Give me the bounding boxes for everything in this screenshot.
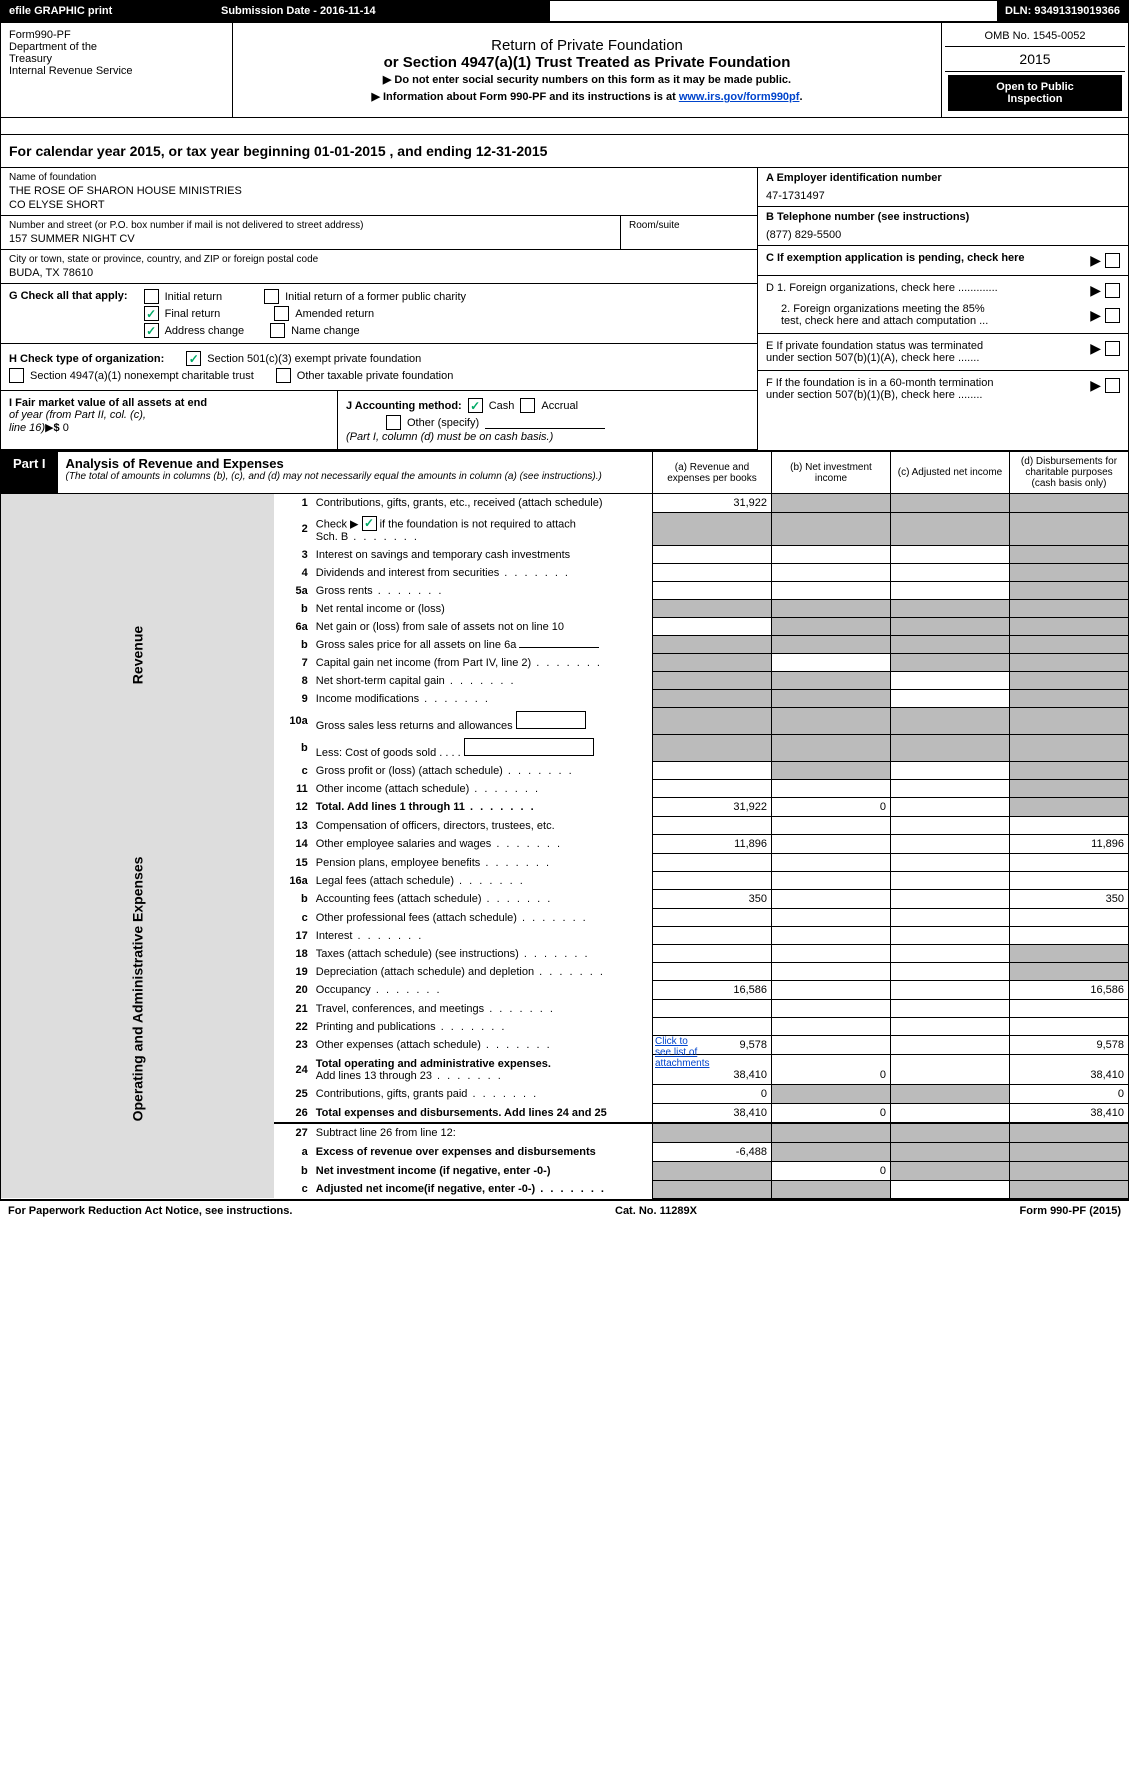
cb-amended[interactable]	[274, 306, 289, 321]
footer-right: Form 990-PF (2015)	[1020, 1205, 1122, 1217]
click-attachments-link[interactable]: Click to see list of attachments	[655, 1036, 705, 1069]
other-method-label: Other (specify)	[407, 417, 479, 429]
col-c-header: (c) Adjusted net income	[890, 452, 1009, 493]
cb-name-change[interactable]	[270, 323, 285, 338]
cb-cash[interactable]	[468, 398, 483, 413]
form-number: Form990-PF	[9, 29, 224, 41]
cb-d1[interactable]	[1105, 283, 1120, 298]
ein-value: 47-1731497	[766, 184, 1120, 202]
initial-return-label: Initial return	[165, 291, 222, 303]
cb-other-taxable[interactable]	[276, 368, 291, 383]
other-taxable-label: Other taxable private foundation	[297, 370, 454, 382]
f2-label: under section 507(b)(1)(B), check here .…	[766, 389, 993, 401]
g-label: G Check all that apply:	[1, 284, 136, 343]
a-label: A Employer identification number	[766, 172, 1120, 184]
f1-label: F If the foundation is in a 60-month ter…	[766, 377, 993, 389]
footer-mid: Cat. No. 11289X	[615, 1205, 697, 1217]
info-section: Name of foundation THE ROSE OF SHARON HO…	[1, 168, 1128, 450]
cb-501c3[interactable]	[186, 351, 201, 366]
part1-header: Part I Analysis of Revenue and Expenses …	[1, 450, 1128, 494]
footer-left: For Paperwork Reduction Act Notice, see …	[8, 1205, 292, 1217]
cb-c[interactable]	[1105, 253, 1120, 268]
address-change-label: Address change	[165, 325, 245, 337]
dept-line1: Department of the	[9, 41, 224, 53]
part1-label: Part I	[1, 452, 58, 493]
open-to-public: Open to Public Inspection	[948, 75, 1122, 111]
form-note1: ▶ Do not enter social security numbers o…	[241, 71, 933, 88]
cash-label: Cash	[489, 400, 515, 412]
page-footer: For Paperwork Reduction Act Notice, see …	[0, 1200, 1129, 1221]
cb-address-change[interactable]	[144, 323, 159, 338]
name-label: Name of foundation	[9, 172, 749, 183]
cb-e[interactable]	[1105, 341, 1120, 356]
e2-label: under section 507(b)(1)(A), check here .…	[766, 352, 983, 364]
street-value: 157 SUMMER NIGHT CV	[9, 231, 612, 245]
efile-print: efile GRAPHIC print	[1, 1, 213, 21]
j-label: J Accounting method:	[346, 400, 462, 412]
foundation-name2: CO ELYSE SHORT	[9, 197, 749, 211]
dept-line2: Treasury	[9, 53, 224, 65]
street-label: Number and street (or P.O. box number if…	[9, 220, 612, 231]
omb-number: OMB No. 1545-0052	[945, 26, 1125, 47]
form-title: Return of Private Foundation	[241, 29, 933, 54]
phone-value: (877) 829-5500	[766, 223, 1120, 241]
h-label: H Check type of organization:	[9, 353, 164, 365]
form-subtitle: or Section 4947(a)(1) Trust Treated as P…	[241, 54, 933, 71]
s501-label: Section 501(c)(3) exempt private foundat…	[207, 353, 421, 365]
d1-label: D 1. Foreign organizations, check here .…	[766, 282, 998, 299]
cb-schb[interactable]	[362, 516, 377, 531]
tax-year: 2015	[945, 47, 1125, 72]
part1-note: (The total of amounts in columns (b), (c…	[66, 471, 644, 482]
cb-4947[interactable]	[9, 368, 24, 383]
form-note2: ▶ Information about Form 990-PF and its …	[241, 88, 933, 105]
accrual-label: Accrual	[541, 400, 578, 412]
form-container: efile GRAPHIC print Submission Date - 20…	[0, 0, 1129, 1200]
c-label: C If exemption application is pending, c…	[766, 252, 1025, 264]
initial-former-label: Initial return of a former public charit…	[285, 291, 466, 303]
d2a-label: 2. Foreign organizations meeting the 85%	[766, 303, 988, 315]
room-label: Room/suite	[629, 220, 749, 231]
name-change-label: Name change	[291, 325, 360, 337]
foundation-name1: THE ROSE OF SHARON HOUSE MINISTRIES	[9, 183, 749, 197]
calendar-year: For calendar year 2015, or tax year begi…	[1, 135, 1128, 168]
i-label: I Fair market value of all assets at end	[9, 397, 329, 409]
expenses-label: Operating and Administrative Expenses	[129, 856, 145, 1121]
cb-initial-former[interactable]	[264, 289, 279, 304]
col-d-header: (d) Disbursements for charitable purpose…	[1009, 452, 1128, 493]
j-note: (Part I, column (d) must be on cash basi…	[346, 431, 749, 443]
i-sub1: of year (from Part II, col. (c),	[9, 409, 329, 421]
cb-initial-return[interactable]	[144, 289, 159, 304]
form-header: Form990-PF Department of the Treasury In…	[1, 23, 1128, 118]
s4947-label: Section 4947(a)(1) nonexempt charitable …	[30, 370, 254, 382]
cb-f[interactable]	[1105, 378, 1120, 393]
dept-line3: Internal Revenue Service	[9, 65, 224, 77]
top-bar: efile GRAPHIC print Submission Date - 20…	[1, 1, 1128, 23]
dln: DLN: 93491319019366	[997, 1, 1128, 21]
irs-link[interactable]: www.irs.gov/form990pf	[679, 91, 800, 103]
cb-d2[interactable]	[1105, 308, 1120, 323]
part1-title: Analysis of Revenue and Expenses	[66, 456, 644, 471]
cb-final-return[interactable]	[144, 306, 159, 321]
amended-label: Amended return	[295, 308, 374, 320]
city-value: BUDA, TX 78610	[9, 265, 749, 279]
col-a-header: (a) Revenue and expenses per books	[652, 452, 771, 493]
submission-date: Submission Date - 2016-11-14	[213, 1, 550, 21]
cb-other-method[interactable]	[386, 415, 401, 430]
revenue-table: Revenue 1Contributions, gifts, grants, e…	[1, 494, 1128, 1199]
revenue-label: Revenue	[129, 523, 145, 788]
final-return-label: Final return	[165, 308, 221, 320]
city-label: City or town, state or province, country…	[9, 254, 749, 265]
b-label: B Telephone number (see instructions)	[766, 211, 1120, 223]
col-b-header: (b) Net investment income	[771, 452, 890, 493]
e1-label: E If private foundation status was termi…	[766, 340, 983, 352]
i-sub2: line 16)▶$ 0	[9, 421, 329, 434]
d2b-label: test, check here and attach computation …	[766, 315, 988, 327]
cb-accrual[interactable]	[520, 398, 535, 413]
